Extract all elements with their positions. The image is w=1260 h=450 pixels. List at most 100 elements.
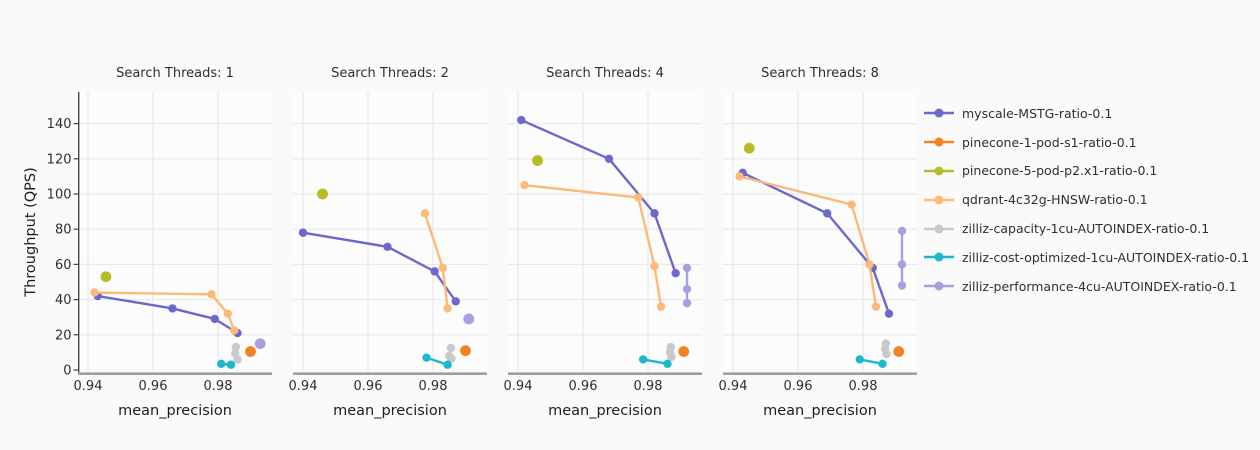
data-point[interactable] [383, 242, 392, 251]
data-point[interactable] [520, 181, 529, 190]
legend-item-myscale-MSTG[interactable]: myscale-MSTG-ratio-0.1 [923, 99, 1249, 128]
data-point[interactable] [254, 338, 266, 349]
facet-title-1: Search Threads: 1 [116, 66, 234, 81]
data-point[interactable] [438, 263, 447, 273]
data-point[interactable] [735, 172, 744, 181]
legend-label: pinecone-5-pod-p2.x1-ratio-0.1 [962, 163, 1158, 179]
y-tick-label: 120 [47, 152, 72, 167]
data-point[interactable] [638, 355, 648, 364]
x-axis-line [293, 372, 487, 375]
facet-panel-1: 0.94 0.96 0.98 0 20 40 60 80 100 120 140 [47, 92, 272, 394]
x-tick-label: 0.98 [204, 379, 233, 394]
data-point[interactable] [463, 313, 475, 325]
facet-panel-4: 0.94 0.96 0.98 [719, 92, 917, 394]
data-point[interactable] [451, 297, 460, 306]
data-point[interactable] [90, 288, 99, 297]
data-point[interactable] [682, 284, 692, 294]
legend-label: zilliz-performance-4cu-AUTOINDEX-ratio-0… [962, 278, 1237, 294]
data-point[interactable] [298, 228, 308, 237]
data-point[interactable] [897, 281, 907, 290]
data-point[interactable] [100, 271, 112, 283]
data-point[interactable] [207, 290, 216, 299]
data-point[interactable] [884, 309, 894, 318]
x-axis-line [508, 372, 702, 375]
data-point[interactable] [210, 314, 219, 324]
y-tick-label: 80 [55, 223, 72, 238]
data-point[interactable] [847, 200, 856, 209]
data-point[interactable] [168, 304, 177, 313]
legend-item-pinecone-1-pod-s1[interactable]: pinecone-1-pod-s1-ratio-0.1 [923, 128, 1249, 157]
data-point[interactable] [446, 343, 456, 353]
legend-item-zilliz-cost-optimized-1cu[interactable]: zilliz-cost-optimized-1cu-AUTOINDEX-rati… [923, 243, 1249, 272]
data-point[interactable] [604, 154, 614, 163]
series-line [738, 175, 878, 308]
legend-item-zilliz-performance-4cu[interactable]: zilliz-performance-4cu-AUTOINDEX-ratio-0… [923, 272, 1249, 301]
data-point[interactable] [682, 263, 692, 273]
x-axis-line [78, 372, 272, 375]
legend-label: pinecone-1-pod-s1-ratio-0.1 [962, 134, 1137, 150]
data-point[interactable] [667, 352, 676, 361]
legend-item-pinecone-5-pod-p2x1[interactable]: pinecone-5-pod-p2.x1-ratio-0.1 [923, 157, 1249, 186]
data-point[interactable] [230, 326, 239, 335]
data-point[interactable] [663, 359, 672, 369]
x-tick-label: 0.96 [139, 379, 168, 394]
legend-marker-icon [924, 166, 954, 176]
data-point[interactable] [897, 260, 907, 269]
x-tick-label: 0.96 [784, 379, 813, 394]
legend-marker-icon [924, 137, 954, 147]
data-point[interactable] [447, 354, 456, 363]
data-point[interactable] [420, 209, 430, 218]
data-point[interactable] [865, 260, 874, 269]
data-point[interactable] [678, 346, 690, 357]
data-point[interactable] [430, 267, 439, 276]
data-point[interactable] [226, 360, 236, 369]
y-tick-label: 40 [55, 293, 72, 308]
data-point[interactable] [422, 353, 431, 362]
x-tick-label: 0.94 [719, 379, 748, 394]
data-point[interactable] [743, 142, 755, 154]
y-tick-label: 100 [47, 188, 72, 203]
data-point[interactable] [460, 345, 471, 357]
data-point[interactable] [245, 346, 256, 357]
data-point[interactable] [671, 269, 680, 278]
y-tick-label: 60 [55, 258, 72, 273]
x-tick-label: 0.94 [74, 379, 103, 394]
data-point[interactable] [223, 309, 232, 318]
data-point[interactable] [656, 302, 666, 311]
facet-panel-2: 0.94 0.96 0.98 [289, 92, 487, 394]
data-point[interactable] [634, 193, 643, 202]
series-line [520, 118, 677, 275]
facet-title-4: Search Threads: 8 [761, 66, 879, 81]
data-point[interactable] [682, 298, 692, 308]
data-point[interactable] [893, 346, 905, 357]
data-point[interactable] [855, 355, 864, 364]
data-point[interactable] [443, 360, 452, 369]
data-point[interactable] [233, 355, 242, 364]
data-point[interactable] [823, 209, 832, 218]
data-point[interactable] [650, 209, 659, 218]
y-tick-label: 140 [47, 117, 72, 132]
data-point[interactable] [317, 188, 328, 200]
data-point[interactable] [871, 302, 881, 311]
data-point[interactable] [878, 359, 887, 369]
data-point[interactable] [217, 359, 226, 369]
data-point[interactable] [231, 342, 241, 352]
legend-label: zilliz-capacity-1cu-AUTOINDEX-ratio-0.1 [962, 221, 1210, 237]
legend-marker-icon [924, 195, 954, 205]
legend: myscale-MSTG-ratio-0.1 pinecone-1-pod-s1… [923, 99, 1249, 301]
series-line [741, 171, 891, 315]
data-point[interactable] [532, 155, 543, 166]
data-point[interactable] [443, 304, 452, 313]
legend-marker-icon [924, 252, 954, 262]
y-axis-title: Throughput (QPS) [23, 167, 39, 297]
data-point[interactable] [517, 115, 526, 125]
series-line [96, 294, 239, 335]
data-point[interactable] [882, 349, 891, 359]
data-point[interactable] [650, 261, 659, 271]
x-tick-label: 0.98 [849, 379, 878, 394]
legend-item-zilliz-capacity-1cu[interactable]: zilliz-capacity-1cu-AUTOINDEX-ratio-0.1 [923, 214, 1249, 243]
facet-title-3: Search Threads: 4 [546, 66, 664, 81]
legend-item-qdrant-4c32g-HNSW[interactable]: qdrant-4c32g-HNSW-ratio-0.1 [923, 185, 1249, 214]
data-point[interactable] [897, 226, 907, 236]
